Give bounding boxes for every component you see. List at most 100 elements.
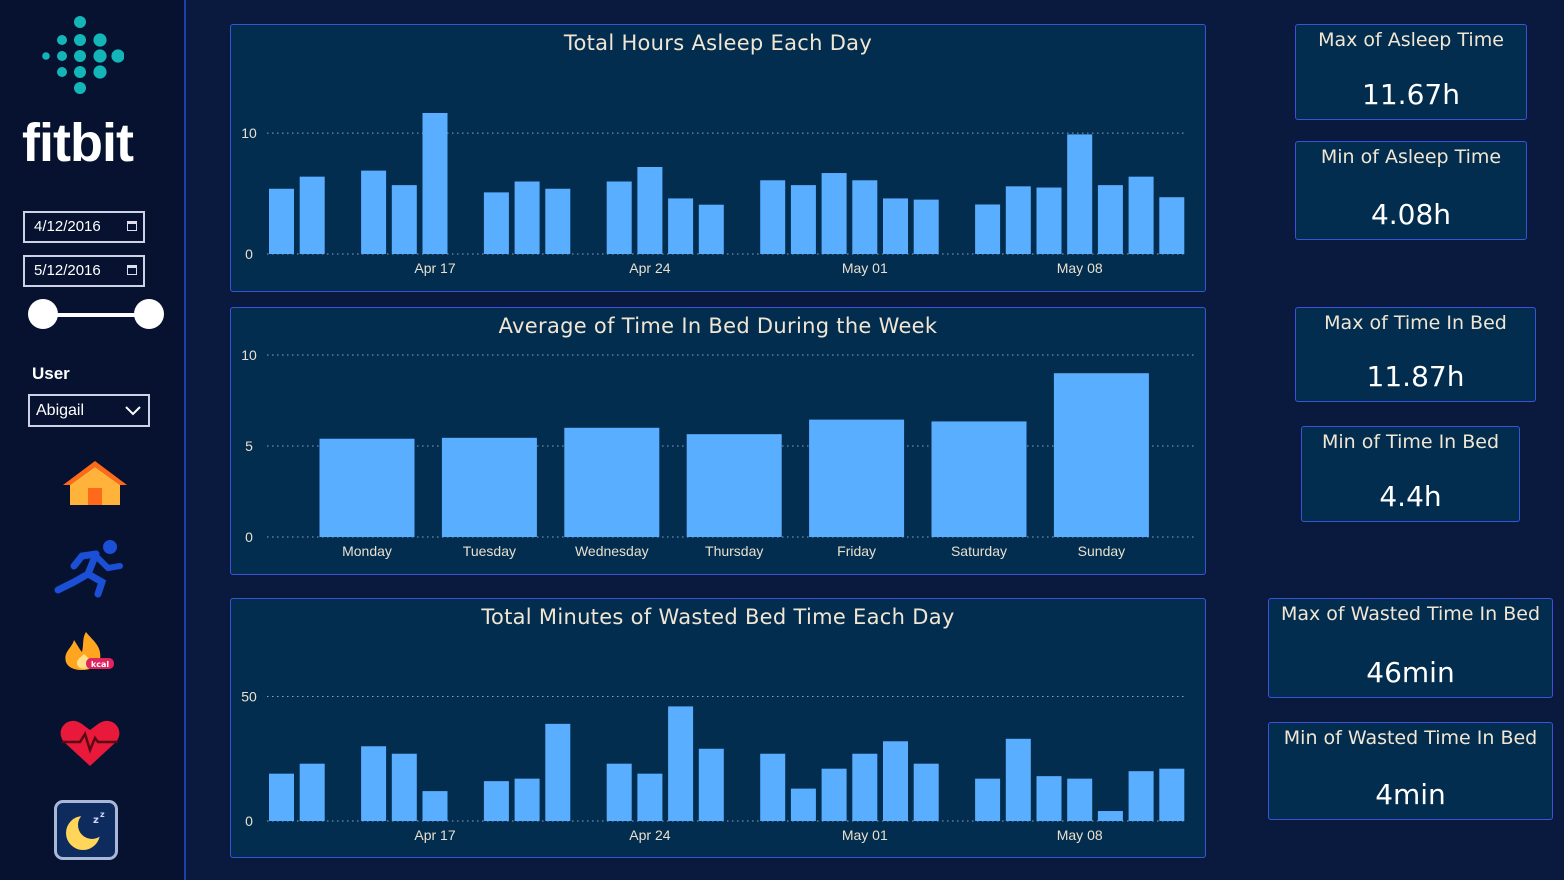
- bar[interactable]: [514, 778, 540, 821]
- bar[interactable]: [299, 176, 325, 254]
- date-range-slider-track[interactable]: [42, 313, 148, 317]
- bar[interactable]: [668, 198, 694, 254]
- bar[interactable]: [698, 204, 724, 254]
- bar[interactable]: [790, 185, 816, 254]
- bar[interactable]: [686, 434, 782, 537]
- user-filter-label: User: [32, 364, 70, 383]
- bar[interactable]: [913, 199, 939, 254]
- bar[interactable]: [1005, 186, 1031, 254]
- bar[interactable]: [1159, 768, 1185, 821]
- kpi-value: 11.67h: [1362, 78, 1460, 111]
- bar[interactable]: [361, 746, 387, 821]
- user-select[interactable]: Abigail: [28, 394, 150, 427]
- bar[interactable]: [391, 753, 417, 821]
- calendar-icon[interactable]: [127, 221, 137, 231]
- logo-dot: [93, 65, 107, 79]
- logo-dot: [74, 82, 86, 94]
- bar[interactable]: [422, 791, 448, 821]
- bar[interactable]: [698, 748, 724, 821]
- bar[interactable]: [483, 192, 509, 254]
- x-tick-label: Wednesday: [575, 543, 649, 559]
- bar[interactable]: [545, 188, 571, 254]
- bar[interactable]: [931, 421, 1027, 537]
- bar[interactable]: [790, 788, 816, 821]
- bar[interactable]: [883, 741, 908, 821]
- bar[interactable]: [975, 204, 1001, 254]
- bar[interactable]: [637, 773, 663, 821]
- x-tick-label: Apr 24: [629, 827, 670, 843]
- x-tick-label: May 01: [842, 260, 888, 276]
- bar[interactable]: [514, 181, 540, 255]
- wasted-bed-time-chart: 0 50 Apr 17 Apr 24 May 01 May 08: [241, 688, 1187, 843]
- bar[interactable]: [821, 173, 847, 254]
- bar[interactable]: [913, 763, 939, 821]
- bar[interactable]: [637, 167, 663, 254]
- bar[interactable]: [269, 188, 294, 254]
- chart-title: Average of Time In Bed During the Week: [498, 314, 938, 338]
- y-tick-label: 10: [241, 125, 257, 141]
- heart-rate-icon[interactable]: [58, 718, 122, 768]
- bar[interactable]: [483, 781, 509, 821]
- bar[interactable]: [852, 180, 878, 254]
- bar[interactable]: [668, 706, 694, 821]
- bar[interactable]: [1097, 185, 1123, 254]
- bar[interactable]: [760, 180, 786, 254]
- bar[interactable]: [1053, 373, 1149, 537]
- logo-dot: [74, 34, 86, 46]
- start-date-value: 4/12/2016: [34, 218, 101, 235]
- y-tick-label: 0: [245, 246, 253, 262]
- date-range-start-handle[interactable]: [28, 299, 58, 329]
- bar[interactable]: [1067, 778, 1093, 821]
- running-icon[interactable]: [52, 538, 126, 598]
- bar[interactable]: [1159, 197, 1185, 254]
- hours-asleep-chart: 0 10 Apr 17 Apr 24 May 01 May 08: [241, 112, 1187, 276]
- date-range-end-handle[interactable]: [134, 299, 164, 329]
- end-date-value: 5/12/2016: [34, 262, 101, 279]
- bar[interactable]: [1128, 771, 1154, 821]
- sleep-nav-button[interactable]: z z: [54, 800, 118, 860]
- bar[interactable]: [760, 753, 786, 821]
- kpi-title: Min of Asleep Time: [1320, 146, 1502, 168]
- kpi-card-max-wasted: Max of Wasted Time In Bed 46min: [1268, 598, 1553, 698]
- bar[interactable]: [299, 763, 325, 821]
- y-tick-label: 5: [245, 438, 253, 454]
- bar[interactable]: [821, 768, 847, 821]
- bar[interactable]: [1128, 176, 1154, 254]
- bar[interactable]: [975, 778, 1001, 821]
- logo-dot: [57, 67, 67, 77]
- home-icon[interactable]: [60, 458, 130, 508]
- kpi-card-min-asleep: Min of Asleep Time 4.08h: [1295, 141, 1527, 240]
- x-tick-label: Friday: [837, 543, 876, 559]
- bar[interactable]: [545, 723, 571, 821]
- bar[interactable]: [422, 112, 448, 254]
- fitbit-logo-icon: [42, 16, 124, 94]
- bar[interactable]: [1005, 738, 1031, 821]
- y-tick-label: 50: [241, 688, 257, 704]
- kcal-flame-icon[interactable]: kcal: [60, 630, 116, 676]
- bar[interactable]: [1097, 811, 1123, 821]
- bar[interactable]: [883, 198, 908, 254]
- bar[interactable]: [1067, 134, 1093, 254]
- bar[interactable]: [269, 773, 294, 821]
- bar[interactable]: [441, 437, 537, 537]
- end-date-input[interactable]: 5/12/2016: [23, 255, 145, 287]
- bar[interactable]: [361, 170, 387, 254]
- bar[interactable]: [319, 438, 415, 537]
- kpi-card-min-bed: Min of Time In Bed 4.4h: [1301, 426, 1520, 522]
- svg-text:z: z: [100, 810, 105, 819]
- bar[interactable]: [606, 181, 632, 255]
- y-tick-label: 10: [241, 347, 257, 363]
- bar[interactable]: [564, 427, 660, 537]
- kpi-title: Max of Wasted Time In Bed: [1280, 603, 1541, 625]
- start-date-input[interactable]: 4/12/2016: [23, 211, 145, 243]
- calendar-icon[interactable]: [127, 265, 137, 275]
- kpi-value: 4.4h: [1379, 480, 1442, 513]
- bar[interactable]: [852, 753, 878, 821]
- bar[interactable]: [809, 419, 905, 537]
- bar[interactable]: [391, 185, 417, 254]
- bar[interactable]: [606, 763, 632, 821]
- bar[interactable]: [1036, 187, 1062, 254]
- kpi-title: Max of Time In Bed: [1324, 312, 1507, 334]
- svg-text:kcal: kcal: [91, 660, 109, 669]
- bar[interactable]: [1036, 776, 1062, 821]
